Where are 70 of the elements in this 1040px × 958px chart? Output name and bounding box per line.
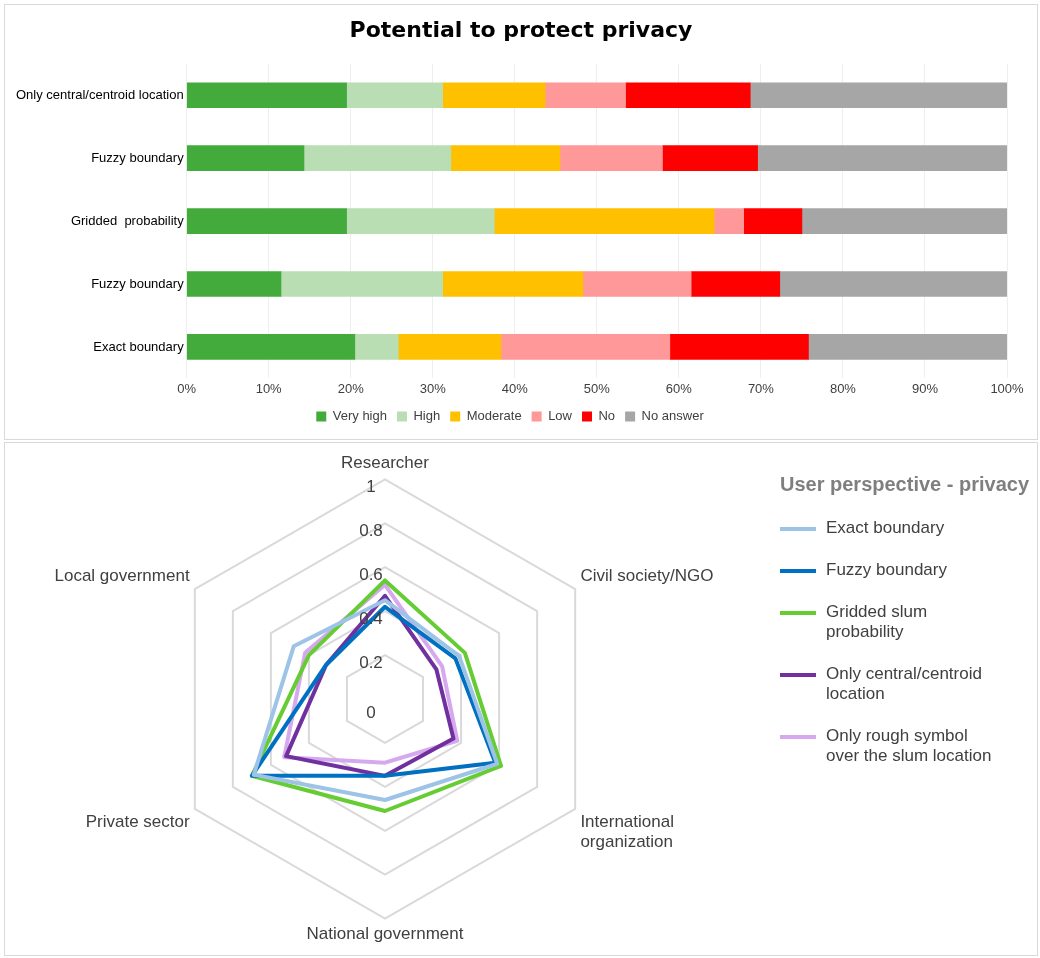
x-tick-label: 50% [583,380,611,396]
bar [757,145,1007,172]
bar [713,208,744,234]
spoke-label: National government [306,924,464,944]
bar [690,271,781,297]
y-tick-label: 0.6 [359,564,383,584]
spoke-label: Private sector [85,811,190,831]
y-tick-label: Fuzzy boundary [91,275,185,291]
bar [625,82,751,109]
legend-label: Gridded slum probability [826,602,929,642]
legend-label: High [413,408,441,424]
bar [442,271,584,297]
x-tick-label: 70% [747,380,775,396]
y-tick-label: 0.8 [359,521,383,541]
bar [808,334,1007,360]
bar [743,208,803,234]
bar [662,145,758,172]
x-tick-label: 30% [419,380,447,396]
bar [186,82,347,109]
bar [186,271,282,297]
x-tick-label: 40% [501,380,529,396]
bar [582,271,692,297]
bar [544,82,626,109]
bar [186,145,305,172]
legend-label: Only rough symbol over the slum location [826,726,993,766]
legend-label: Only central/centroid location [826,664,983,704]
x-tick-label: 80% [829,380,857,396]
spoke-label: International organization [580,811,674,852]
x-tick-label: 20% [337,380,365,396]
bar [559,145,663,172]
bar [186,208,347,234]
bar [493,208,715,234]
legend-label: Moderate [466,408,522,424]
chart-title: Potential to protect privacy [348,17,694,42]
spoke-label: Local government [54,565,190,585]
bar [450,145,561,172]
x-tick-label: 60% [665,380,693,396]
bar [346,82,443,109]
y-tick-label: Only central/centroid location [15,86,184,102]
x-tick-label: 90% [911,380,939,396]
legend-label: Very high [332,408,387,424]
bar [280,271,443,297]
y-tick-label: Fuzzy boundary [91,149,185,165]
y-tick-label: Gridded probability [70,212,185,228]
spoke-label: Researcher [341,452,430,472]
x-tick-label: 0% [177,380,197,396]
legend-label: Fuzzy boundary [826,560,947,580]
x-tick-label: 100% [990,380,1025,396]
bar [779,271,1007,297]
bar [749,82,1007,109]
y-tick-label: 1 [366,477,376,497]
y-tick-label: 0 [366,702,376,722]
bar [801,208,1007,234]
x-tick-label: 10% [255,380,283,396]
bar [500,334,671,360]
legend-title: User perspective - privacy [780,473,1030,496]
bar [303,145,452,172]
bar [186,334,356,360]
bar [346,208,495,234]
y-tick-label: 0.2 [359,652,383,672]
bar [397,334,502,360]
legend-label: Exact boundary [826,518,945,538]
y-tick-label: Exact boundary [93,338,185,354]
spoke-label: Civil society/NGO [580,565,714,585]
bar [354,334,399,360]
legend-label: Low [548,408,573,424]
bar [669,334,809,360]
legend-label: No answer [641,408,705,424]
bar [442,82,546,109]
legend-label: No [598,408,616,424]
